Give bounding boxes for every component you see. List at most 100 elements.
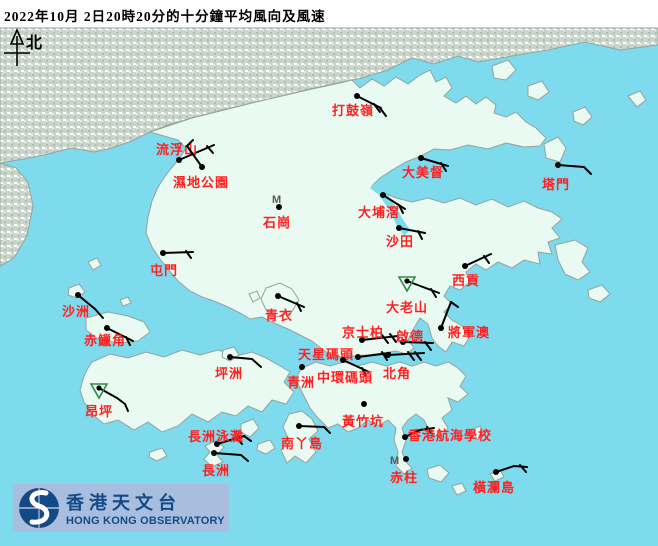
shek-kong-label: 石崗 [262, 216, 291, 231]
hko-logo-english: HONG KONG OBSERVATORY [66, 515, 225, 527]
chek-lap-kok-wind-barb [106, 327, 134, 342]
tates-cairn-wind-barb [430, 288, 437, 298]
sha-chau-wind-barb [77, 294, 104, 319]
wetland-park-label: 濕地公園 [173, 175, 229, 191]
kings-park-wind-barb [389, 333, 397, 343]
lamma-island [280, 410, 319, 464]
kings-park-station-dot [359, 337, 365, 343]
peng-chau-label: 坪洲 [215, 367, 243, 382]
star-ferry-wind-barb [357, 352, 391, 358]
sha-chau-label: 沙洲 [62, 305, 90, 320]
shek-kong-m-marker: M [272, 194, 281, 206]
tsing-yi-wind-barb [296, 302, 302, 312]
lamma-wind-barb [298, 425, 325, 428]
tai-mei-tuk-label: 大美督 [402, 165, 444, 181]
tsing-yi-station-dot [275, 293, 281, 299]
tates-cairn-station-dot [404, 278, 410, 284]
stanley-label: 赤柱 [390, 470, 418, 486]
hko-logo: 香港天文台 HONG KONG OBSERVATORY [13, 484, 229, 532]
tung-lung-chau [468, 425, 486, 441]
lau-fau-shan-station-dot [176, 157, 182, 163]
tseung-kwan-o-label: 將軍澳 [448, 325, 490, 341]
shek-kong-station-dot [276, 204, 282, 210]
hei-ling-chau [240, 418, 260, 438]
tsing-yi-island [260, 282, 300, 318]
tai-mei-tuk-wind-barb [440, 162, 447, 172]
star-ferry-wind-barb [381, 351, 388, 361]
cheung-chau-wind-barb [240, 454, 249, 462]
wetland-park-station-dot [199, 164, 205, 170]
hk-sea-school-wind-barb [426, 426, 433, 435]
mainland-left [0, 162, 34, 267]
chek-lap-kok-label: 赤鱲角 [84, 333, 126, 349]
sai-kung-label: 西貢 [452, 274, 480, 289]
new-territories [145, 69, 563, 358]
tates-cairn-label: 大老山 [386, 300, 428, 316]
po-toi [426, 464, 450, 483]
ping-chau [627, 90, 647, 108]
ta-kwu-ling-wind-barb [379, 107, 387, 117]
waglan-island-station-dot [493, 469, 499, 475]
ma-wan [248, 290, 261, 303]
north-point-wind-barb [387, 352, 425, 356]
cheung-chau-beach-wind-barb [216, 435, 245, 445]
brothers-islet [119, 296, 132, 307]
ap-chau [527, 80, 550, 101]
ngong-ping-triangle-marker [89, 383, 109, 400]
stanley-m-marker: M [390, 455, 399, 467]
tates-cairn-triangle-marker [397, 276, 417, 293]
star-ferry-station-dot [355, 354, 361, 360]
tai-mei-tuk-wind-barb [420, 157, 449, 167]
tai-po-kau-station-dot [380, 192, 386, 198]
north-arrow-head [9, 27, 25, 45]
peng-chau-wind-barb [229, 356, 262, 368]
wetland-park-wind-barb [186, 145, 203, 168]
green-island-label: 青洲 [287, 375, 315, 391]
lung-kwu-chau [87, 257, 102, 271]
shatin-inlet [370, 184, 410, 236]
sha-chau-station-dot [75, 292, 81, 298]
chek-lap-kok-wind-barb [125, 336, 131, 346]
kai-tak-label: 啟德 [396, 329, 424, 345]
sha-tin-wind-barb [417, 230, 423, 240]
ta-kwu-ling-wind-barb [373, 103, 381, 113]
grass-island [572, 106, 593, 126]
cheung-chau-beach-wind-barb [235, 436, 243, 445]
lamma-wind-barb [323, 426, 331, 434]
hko-logo-text: 香港天文台 HONG KONG OBSERVATORY [66, 489, 225, 527]
chek-lap-kok-station-dot [104, 325, 110, 331]
tap-mun-station-dot [555, 162, 561, 168]
waglan-island-label: 橫瀾島 [473, 480, 515, 496]
tai-po-kau-label: 大埔滘 [358, 205, 400, 221]
north-point-wind-barb [414, 351, 422, 361]
sai-kung-station-dot [462, 263, 468, 269]
tseung-kwan-o-wind-barb [440, 301, 452, 329]
lantau-island [79, 349, 295, 433]
tsing-yi-wind-barb [277, 295, 305, 308]
kings-park-label: 京士柏 [342, 325, 384, 341]
star-ferry-label: 天星碼頭 [298, 348, 354, 363]
north-point-label: 北角 [383, 366, 411, 382]
page-title: 2022年10月 2日20時20分的十分鐘平均風向及風速 [4, 9, 326, 24]
sha-tin-wind-barb [398, 227, 426, 234]
kau-sai-chau [554, 239, 591, 281]
sai-kung-wind-barb [464, 253, 492, 267]
green-island-station-dot [299, 364, 305, 370]
tseung-kwan-o-station-dot [438, 325, 444, 331]
stanley-station-dot [403, 456, 409, 462]
po-toi-2 [451, 482, 467, 496]
kings-park-wind-barb [381, 334, 389, 344]
shek-kwu-chau [256, 439, 276, 455]
kai-tak-wind-barb [424, 341, 432, 351]
central-pier-label: 中環碼頭 [317, 370, 373, 386]
north-point-station-dot [385, 352, 391, 358]
waglan-island-wind-barb [519, 464, 527, 473]
lau-fau-shan-label: 流浮山 [156, 142, 198, 158]
soko-islands [148, 447, 168, 462]
ta-kwu-ling-station-dot [354, 93, 360, 99]
cheung-chau-label: 長洲 [202, 464, 230, 479]
ngong-ping-wind-barb [98, 387, 126, 405]
sai-kung-wind-barb [483, 255, 490, 264]
hk-sea-school-label: 香港航海學校 [407, 428, 492, 444]
